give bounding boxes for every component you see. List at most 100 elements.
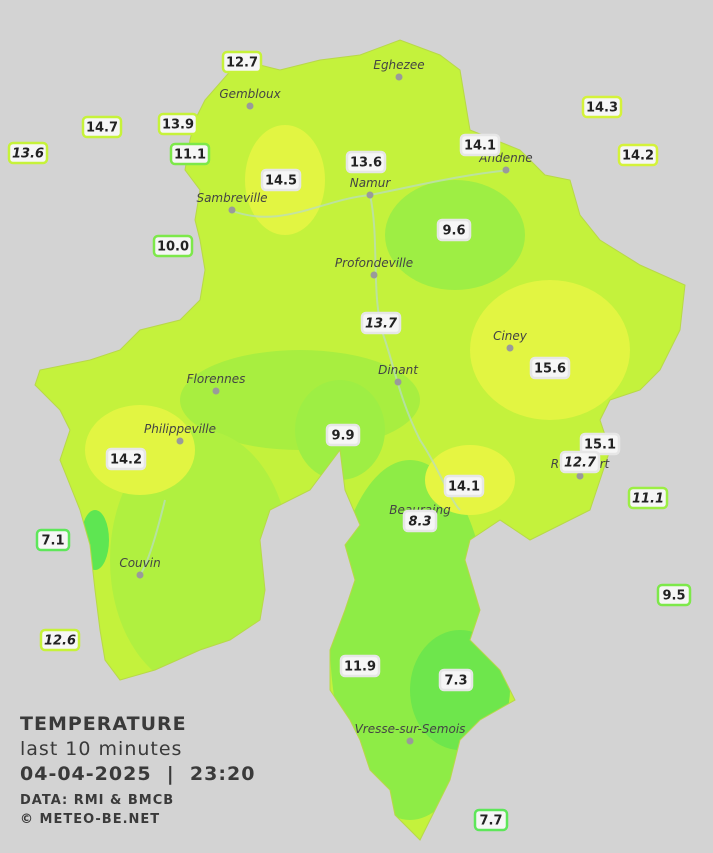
station-temp: 14.1 <box>464 139 496 154</box>
city-dot <box>395 73 403 81</box>
city-name: Ciney <box>493 329 528 343</box>
station: 14.1 <box>459 133 501 157</box>
station: 14.2 <box>617 143 659 167</box>
city-name: Dinant <box>378 363 419 377</box>
station-temp: 14.5 <box>265 174 297 189</box>
station-box <box>157 112 199 136</box>
station: 13.6 <box>345 150 387 174</box>
city-dot <box>576 472 584 480</box>
city-dot <box>506 344 514 352</box>
station-temp: 10.0 <box>157 240 189 255</box>
station-box <box>656 583 692 607</box>
station-temp: 14.1 <box>448 480 480 495</box>
station: 11.9 <box>339 654 381 678</box>
city-dot <box>246 102 254 110</box>
city-dot <box>394 378 402 386</box>
city-dot <box>136 571 144 579</box>
station: 12.6 <box>39 628 81 652</box>
station-temp: 12.7 <box>226 56 258 71</box>
city-name: Namur <box>350 176 392 190</box>
station-temp: 12.6 <box>44 634 76 649</box>
city-dot <box>366 191 374 199</box>
timestamp: 04-04-2025 | 23:20 <box>20 763 255 785</box>
station: 11.1 <box>169 142 211 166</box>
station-box <box>438 668 474 692</box>
station: 7.7 <box>473 808 509 832</box>
station-temp: 11.9 <box>344 660 376 675</box>
station-temp: 11.1 <box>174 148 206 163</box>
station-temp: 15.6 <box>534 362 566 377</box>
station-temp: 14.2 <box>622 149 654 164</box>
station-temp: 11.1 <box>632 492 664 507</box>
station-temp: 13.6 <box>350 156 382 171</box>
station-box <box>81 115 123 139</box>
credit: © METEO-BE.NET <box>20 812 160 827</box>
city-name: Florennes <box>187 372 246 386</box>
station: 10.0 <box>152 234 194 258</box>
city-name: Eghezee <box>373 58 424 72</box>
station-box <box>339 654 381 678</box>
station-box <box>436 218 472 242</box>
city-name: Gembloux <box>219 87 281 101</box>
station: 13.6 <box>7 141 49 165</box>
station: 12.7 <box>559 450 601 474</box>
station-box <box>325 423 361 447</box>
city-dot <box>176 437 184 445</box>
station: 9.6 <box>436 218 472 242</box>
station: 9.9 <box>325 423 361 447</box>
station: 14.2 <box>105 447 147 471</box>
station: 11.1 <box>627 486 669 510</box>
station-box <box>402 509 438 533</box>
station-temp: 7.1 <box>41 534 64 549</box>
city-dot <box>502 166 510 174</box>
station: 15.1 <box>579 432 621 456</box>
station-box <box>260 168 302 192</box>
city-name: Vresse-sur-Semois <box>355 722 466 736</box>
station-temp: 7.7 <box>479 814 502 829</box>
station-temp: 12.7 <box>564 456 597 471</box>
station: 8.3 <box>402 509 438 533</box>
city-name: Philippeville <box>144 422 216 436</box>
station-box <box>581 95 623 119</box>
station-temp: 8.3 <box>408 515 431 530</box>
station-temp: 9.6 <box>442 224 465 239</box>
station-box <box>473 808 509 832</box>
station: 15.6 <box>529 356 571 380</box>
station-temp: 9.5 <box>662 589 685 604</box>
title: TEMPERATURE <box>20 713 187 735</box>
station-temp: 13.9 <box>162 118 194 133</box>
station-box <box>529 356 571 380</box>
city-dot <box>212 387 220 395</box>
city-name: Sambreville <box>196 191 267 205</box>
station: 12.7 <box>221 50 263 74</box>
station: 14.5 <box>260 168 302 192</box>
station-temp: 14.3 <box>586 101 618 116</box>
station: 13.7 <box>360 311 402 335</box>
station-box <box>7 141 49 165</box>
station-temp: 13.7 <box>365 317 398 332</box>
station-temp: 13.6 <box>12 147 44 162</box>
city-name: Couvin <box>119 556 160 570</box>
station-box <box>345 150 387 174</box>
station: 14.7 <box>81 115 123 139</box>
station-box <box>443 474 485 498</box>
station-box <box>169 142 211 166</box>
station-box <box>105 447 147 471</box>
station-temp: 14.7 <box>86 121 118 136</box>
station-box <box>579 432 621 456</box>
station: 7.3 <box>438 668 474 692</box>
station-temp: 9.9 <box>331 429 354 444</box>
station: 14.1 <box>443 474 485 498</box>
station-box <box>39 628 81 652</box>
station: 7.1 <box>35 528 71 552</box>
city-dot <box>406 737 414 745</box>
station: 14.3 <box>581 95 623 119</box>
city-dot <box>370 271 378 279</box>
station-temp: 14.2 <box>110 453 142 468</box>
station: 9.5 <box>656 583 692 607</box>
station-box <box>617 143 659 167</box>
station-box <box>360 311 402 335</box>
station-box <box>35 528 71 552</box>
station-box <box>221 50 263 74</box>
station-box <box>459 133 501 157</box>
